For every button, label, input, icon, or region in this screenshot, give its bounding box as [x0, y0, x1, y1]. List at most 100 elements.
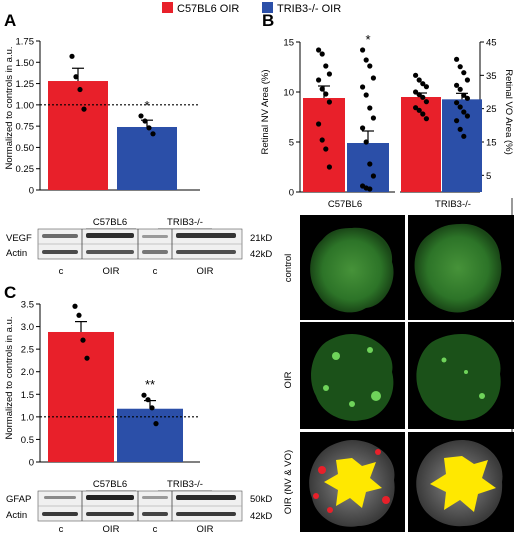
blot-c-band [176, 495, 236, 500]
blot-a-band [42, 250, 78, 254]
legend-swatch-c57bl6 [162, 2, 173, 13]
blot-a-lane: OIR [197, 266, 214, 277]
y-tick-label: 5 [289, 138, 294, 149]
y-tick-label: 1.25 [16, 79, 35, 90]
chart-c-plot: 0 0.5 1.0 1.5 2.0 2.5 3.0 3.5 ** [21, 300, 200, 469]
data-point [326, 71, 332, 77]
data-point [323, 91, 329, 97]
legend-swatch-trib3 [262, 2, 273, 13]
data-point [360, 47, 366, 53]
data-point [150, 131, 156, 137]
retina-col-label: TRIB3-/- [435, 199, 471, 210]
chart-b-vo-ylabel: Retinal VO Area (%) [503, 69, 514, 155]
blot-c-band [176, 512, 236, 516]
data-point [316, 77, 322, 83]
y-tick-label: 0.50 [16, 143, 35, 154]
chart-c-ylabel: Normalized to controls in a.u. [4, 316, 15, 439]
legend: C57BL6 OIR TRIB3-/- OIR [162, 2, 341, 15]
bar [117, 126, 177, 190]
retina-grid: C57BL6 TRIB3-/- control OIR OIR (NV & VO… [283, 198, 514, 532]
data-point [423, 84, 429, 90]
blot-c-band [86, 512, 134, 516]
y-tick-label: 3.0 [21, 322, 34, 333]
blot-c-band [142, 496, 168, 499]
data-point [360, 125, 366, 131]
blot-a-lane: OIR [103, 266, 120, 277]
bar [303, 98, 345, 192]
blot-a-band [142, 250, 168, 254]
y-tick-label: 0.75 [16, 122, 35, 133]
data-point [367, 161, 373, 167]
data-point [413, 89, 419, 95]
blot-a: C57BL6 TRIB3-/- VEGF Actin 21kD 42kD c O… [6, 217, 272, 277]
blot-c-size: 50kD [250, 494, 272, 505]
y-tick-label: 15 [283, 38, 294, 49]
data-point [454, 118, 460, 124]
blot-c-row-label: Actin [6, 510, 27, 521]
chart-a-ylabel: Normalized to controls in a.u. [4, 46, 15, 169]
blot-a-lane: c [153, 266, 158, 277]
data-point [319, 137, 325, 143]
chart-c: Normalized to controls in a.u. 0 0.5 1.0 1.… [4, 300, 200, 469]
y-tick-label: 5 [486, 171, 491, 182]
data-point [457, 86, 463, 92]
chart-b-nv-ylabel: Retinal NV Area (%) [260, 69, 271, 154]
retina-row-label: OIR [283, 371, 294, 388]
legend-label-trib3: TRIB3-/- OIR [277, 3, 341, 15]
data-point [72, 303, 78, 309]
data-point [141, 392, 147, 398]
y-tick-label: 0 [29, 186, 34, 197]
blot-a-band [86, 233, 134, 238]
data-point [142, 118, 148, 124]
data-point [80, 337, 86, 343]
blot-c-lane: OIR [103, 524, 120, 535]
data-point [367, 186, 373, 192]
y-tick-label: 35 [486, 71, 497, 82]
blot-c-size: 42kD [250, 511, 272, 522]
y-tick-label: 2.5 [21, 345, 34, 356]
bar [48, 331, 114, 462]
y-tick-label: 2.0 [21, 367, 34, 378]
data-point [76, 312, 82, 318]
data-point [454, 100, 460, 106]
blot-a-lane: c [59, 266, 64, 277]
retina-row-label: control [283, 254, 294, 283]
blot-c-row-label: GFAP [6, 494, 31, 505]
data-point [84, 355, 90, 361]
data-point [420, 94, 426, 100]
chart-b: Retinal NV Area (%) Retinal VO Area (%) … [260, 32, 514, 199]
y-tick-label: 0 [289, 188, 294, 199]
y-tick-label: 1.5 [21, 390, 34, 401]
legend-label-c57bl6: C57BL6 OIR [177, 3, 239, 15]
y-tick-label: 15 [486, 138, 497, 149]
y-tick-label: 25 [486, 104, 497, 115]
data-point [316, 47, 322, 53]
bar [442, 99, 482, 192]
data-point [423, 116, 429, 122]
data-point [413, 72, 419, 78]
y-tick-label: 0.5 [21, 435, 34, 446]
y-tick-label: 3.5 [21, 300, 34, 311]
blot-a-row-label: VEGF [6, 233, 32, 244]
data-point [420, 81, 426, 87]
y-tick-label: 1.00 [16, 100, 35, 111]
blot-a-band [86, 250, 134, 254]
data-point [464, 77, 470, 83]
data-point [461, 70, 467, 76]
y-tick-label: 45 [486, 38, 497, 49]
blot-c: C57BL6 TRIB3-/- GFAP Actin 50kD 42kD c O… [6, 479, 272, 535]
blot-c-lane: c [153, 524, 158, 535]
data-point [77, 86, 83, 93]
data-point [454, 56, 460, 62]
data-point [138, 113, 144, 119]
retina-row-label: OIR (NV & VO) [283, 450, 294, 514]
data-point [146, 125, 152, 131]
data-point [73, 74, 79, 80]
blot-a-band [142, 235, 168, 238]
data-point [363, 139, 369, 145]
data-point [360, 84, 366, 90]
blot-a-row-label: Actin [6, 248, 27, 259]
data-point [323, 63, 329, 69]
blot-a-band [42, 234, 78, 238]
y-tick-label: 1.50 [16, 58, 35, 69]
